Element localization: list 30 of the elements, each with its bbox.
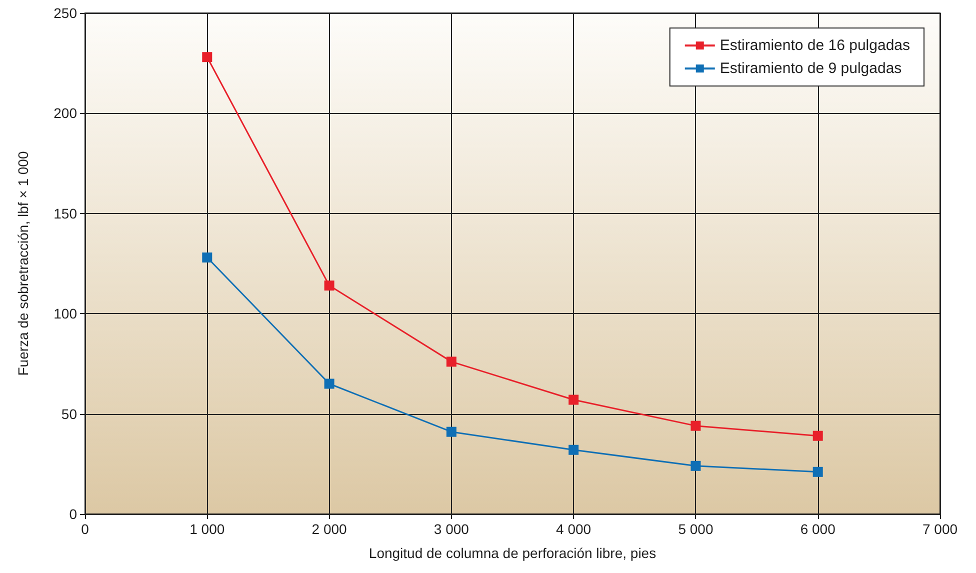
y-tick-label: 150 (54, 205, 78, 222)
x-tick-label: 3 000 (434, 521, 470, 537)
point (324, 280, 334, 291)
point (324, 378, 334, 389)
point (446, 356, 456, 367)
point (202, 252, 212, 262)
x-tick-label: 7 000 (922, 521, 958, 537)
legend-label: Estiramiento de 9 pulgadas (720, 60, 902, 77)
y-tick-label: 100 (54, 306, 78, 322)
x-tick-label: 5 000 (678, 521, 714, 537)
y-tick-label: 50 (61, 406, 78, 422)
x-tick-label: 1 000 (190, 521, 225, 537)
x-tick-label: 2 000 (312, 521, 348, 537)
point (446, 426, 456, 437)
point (568, 444, 579, 455)
x-axis-title: Longitud de columna de perforación libre, pies (368, 545, 656, 561)
x-tick-label: 6 000 (800, 521, 836, 537)
legend-label: Estiramiento de 16 pulgadas (720, 37, 910, 54)
point (568, 394, 579, 405)
point (812, 466, 823, 477)
y-axis-title: Fuerza de sobretracción, lbf × 1 000 (15, 151, 31, 376)
y-tick-label: 200 (54, 105, 78, 122)
x-tick-label: 4 000 (556, 521, 592, 537)
point (690, 460, 701, 471)
y-tick-label: 250 (54, 5, 78, 21)
point (202, 52, 212, 62)
y-tick-label: 0 (69, 506, 78, 522)
point (690, 420, 701, 431)
point (812, 430, 823, 441)
x-tick-label: 0 (81, 521, 90, 537)
